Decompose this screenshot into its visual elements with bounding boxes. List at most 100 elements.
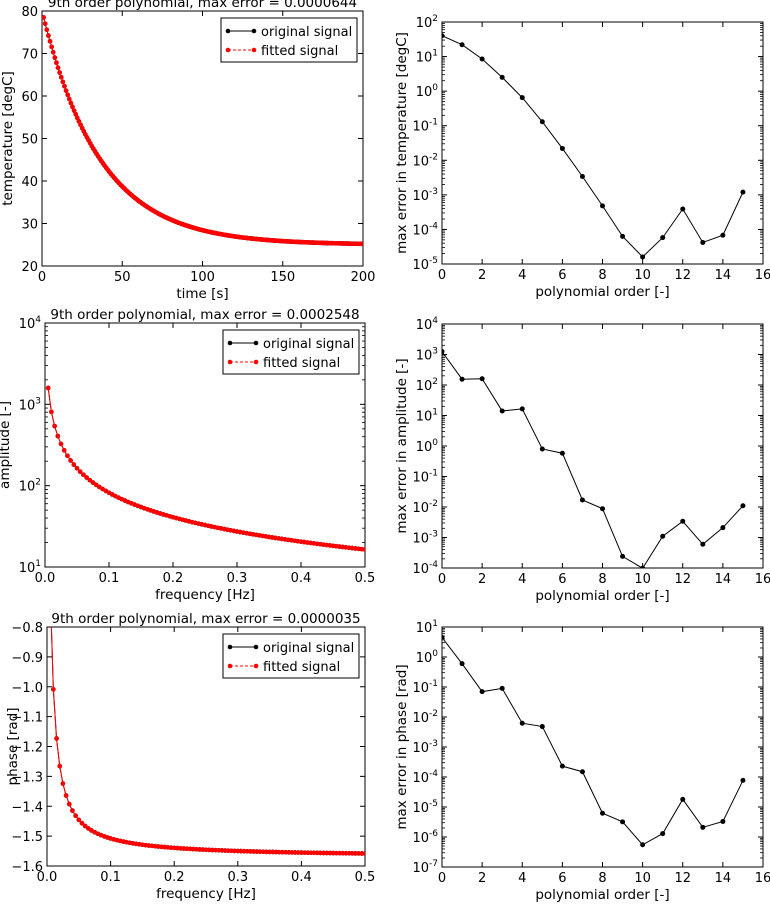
legend-box	[222, 633, 360, 679]
legend: original signal fitted signal	[222, 329, 360, 375]
x-axis-label: frequency [Hz]	[155, 587, 255, 603]
x-tick-label: 0.4	[291, 571, 312, 586]
data-point	[81, 472, 86, 478]
plot-area	[50, 627, 365, 856]
data-point	[620, 819, 626, 825]
y-tick-label: 10-2	[412, 499, 438, 516]
data-point	[49, 44, 54, 50]
data-point	[740, 777, 746, 783]
y-tick-label: 80	[21, 5, 38, 20]
y-axis-label: temperature [degC]	[0, 71, 16, 206]
data-point	[63, 88, 69, 93]
plot-area	[442, 33, 746, 260]
chart-title: 9th order polynomial, max error = 0.0000…	[48, 0, 357, 11]
x-tick-label: 12	[674, 871, 691, 886]
data-point	[330, 850, 336, 856]
y-tick-exponent: 0	[432, 83, 438, 93]
x-tick-label: 0.4	[291, 870, 312, 885]
data-point	[519, 720, 525, 726]
x-tick-label: 0.5	[355, 571, 376, 586]
legend-marker	[225, 47, 231, 53]
data-point	[559, 145, 565, 151]
plot-area	[442, 634, 746, 848]
data-point	[680, 518, 686, 524]
data-point	[52, 423, 57, 429]
legend-label: original signal	[263, 337, 354, 352]
data-point	[77, 469, 83, 474]
chart-panel-2: 0 2 4 6 8 10 12 14 1610-510-410-310-210-11001011…	[394, 14, 770, 300]
y-tick-exponent: 0	[432, 438, 438, 448]
x-tick-label: 4	[518, 572, 526, 587]
data-point	[620, 553, 626, 559]
data-point	[519, 406, 525, 412]
data-point	[90, 480, 96, 485]
data-point	[362, 547, 365, 552]
y-tick-label: 102	[19, 478, 41, 495]
x-tick-label: 150	[270, 270, 295, 285]
y-axis-label: max error in amplitude [-]	[394, 358, 410, 533]
series-line-1	[50, 627, 365, 855]
data-point	[359, 851, 365, 856]
x-tick-label: 2	[478, 572, 486, 587]
y-tick-label: 103	[416, 347, 438, 364]
data-point	[343, 850, 349, 856]
data-point	[42, 15, 46, 20]
data-point	[442, 634, 445, 640]
y-tick-exponent: 0	[432, 649, 438, 659]
y-tick-label: 10-5	[412, 256, 438, 273]
data-point	[640, 254, 646, 260]
x-tick-label: 12	[674, 572, 691, 587]
y-tick-exponent: -2	[429, 499, 438, 509]
data-point	[660, 235, 666, 241]
legend-marker	[253, 340, 259, 346]
y-tick-label: 103	[19, 396, 41, 413]
y-tick-label: −1.6	[11, 860, 43, 875]
y-tick-base: 10	[416, 51, 433, 66]
legend-label: fitted signal	[261, 44, 338, 59]
y-tick-label: 10-3	[412, 739, 438, 756]
data-point	[559, 450, 565, 456]
legend-label: original signal	[261, 25, 352, 40]
x-tick-label: 0.1	[99, 571, 120, 586]
y-tick-exponent: 2	[432, 377, 438, 387]
y-tick-exponent: 2	[432, 14, 438, 24]
chart-panel-1: 0 50 100 150 200 20 30 40 50 60 70 80 time [s] temper…	[0, 0, 375, 302]
axes-frame	[441, 626, 764, 868]
y-tick-base: 10	[416, 349, 433, 364]
x-tick-label: 10	[634, 572, 651, 587]
y-tick-label: −1.4	[11, 800, 43, 815]
data-point	[46, 33, 51, 38]
data-point	[337, 850, 342, 856]
x-tick-label: 16	[755, 572, 770, 587]
y-tick-base: 10	[416, 16, 433, 31]
x-tick-label: 10	[634, 871, 651, 886]
y-tick-base: 10	[412, 831, 429, 846]
y-tick-label: −1.3	[11, 770, 43, 785]
y-tick-base: 10	[412, 471, 429, 486]
y-tick-base: 10	[412, 532, 429, 547]
y-tick-label: 60	[21, 90, 38, 105]
y-tick-label: 10-2	[412, 152, 438, 169]
legend-marker	[227, 359, 233, 365]
legend-marker	[227, 340, 233, 346]
y-tick-label: 20	[21, 260, 38, 275]
x-tick-label: 10	[634, 268, 651, 283]
x-tick-label: 0.2	[164, 870, 185, 885]
y-tick-label: 10-4	[412, 769, 438, 786]
data-point	[640, 565, 646, 568]
chart-panel-5: 0.0 0.1 0.2 0.3 0.4 0.5 −1.6 −1.5 −1.4 −1.3 −1.2 −1…	[5, 611, 375, 902]
data-point	[353, 851, 358, 856]
legend-marker	[251, 28, 257, 34]
y-tick-exponent: 1	[35, 559, 41, 569]
plot-area	[42, 15, 363, 247]
y-tick-exponent: 4	[35, 315, 41, 325]
data-point	[499, 408, 505, 414]
y-tick-label: 10-1	[412, 118, 438, 135]
data-point	[499, 74, 505, 80]
data-point	[49, 409, 54, 415]
y-tick-exponent: 3	[35, 396, 41, 406]
data-point	[295, 850, 301, 855]
data-point	[700, 239, 706, 245]
x-tick-label: 0.0	[35, 571, 56, 586]
data-point	[539, 446, 545, 452]
